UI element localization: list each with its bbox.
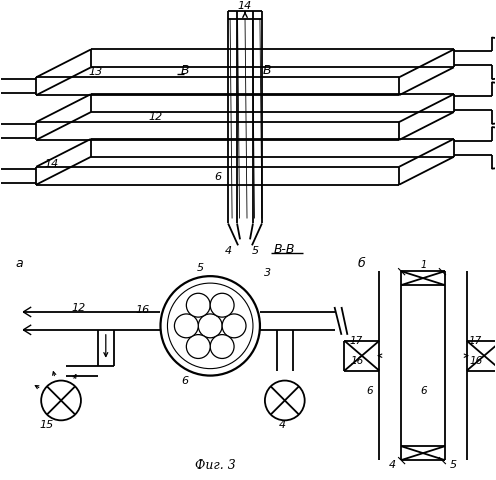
- Text: B: B: [262, 64, 271, 77]
- Circle shape: [210, 293, 234, 317]
- Circle shape: [210, 335, 234, 359]
- Text: 5: 5: [197, 263, 204, 273]
- Text: 1: 1: [421, 260, 427, 270]
- Circle shape: [186, 293, 210, 317]
- Text: 16: 16: [135, 305, 150, 315]
- Text: a: a: [15, 257, 23, 270]
- Circle shape: [198, 314, 222, 338]
- Text: 4: 4: [389, 460, 396, 470]
- Text: 6: 6: [215, 172, 222, 182]
- Text: 16: 16: [351, 356, 364, 366]
- Text: 5: 5: [251, 246, 258, 256]
- Text: 4: 4: [225, 246, 232, 256]
- Text: 17: 17: [350, 336, 363, 346]
- Text: 14: 14: [44, 159, 58, 169]
- Text: 4: 4: [279, 420, 286, 430]
- Text: Фиг. 3: Фиг. 3: [195, 458, 236, 471]
- Circle shape: [186, 335, 210, 359]
- Text: 17: 17: [468, 336, 481, 346]
- Text: 3: 3: [264, 268, 271, 278]
- Circle shape: [222, 314, 246, 338]
- Text: 16: 16: [469, 356, 482, 366]
- Text: 5: 5: [450, 460, 457, 470]
- Text: 6: 6: [366, 385, 372, 396]
- Text: 12: 12: [148, 112, 163, 122]
- Text: B-B: B-B: [274, 243, 296, 256]
- Text: 6: 6: [182, 375, 189, 385]
- Text: 15: 15: [39, 420, 53, 430]
- Text: B: B: [181, 64, 189, 77]
- Text: 14: 14: [238, 0, 252, 11]
- Circle shape: [175, 314, 198, 338]
- Text: 6: 6: [421, 385, 428, 396]
- Text: 12: 12: [72, 303, 86, 313]
- Text: 13: 13: [89, 67, 103, 77]
- Text: б: б: [358, 257, 365, 270]
